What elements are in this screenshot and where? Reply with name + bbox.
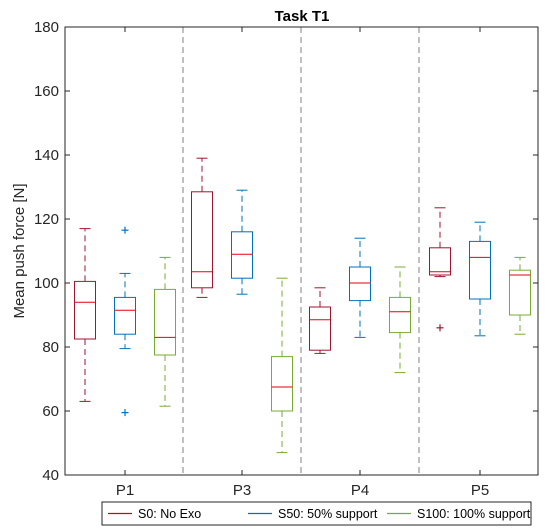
box-p1-series-1 xyxy=(74,228,96,402)
box-p1-series-3 xyxy=(154,256,176,407)
legend: S0: No Exo S50: 50% support S100: 100% sup… xyxy=(101,501,532,526)
outlier-marker-1 xyxy=(436,324,444,332)
legend-label: S100: 100% support xyxy=(417,507,531,521)
box-p3-series-2 xyxy=(231,189,253,295)
plot-frame xyxy=(64,26,539,476)
box-iqr xyxy=(154,288,176,356)
axes: 40 60 80 100 120 140 160 180 P1 P3 P4 P5 xyxy=(34,19,539,499)
legend-label: S0: No Exo xyxy=(138,507,201,521)
box-iqr xyxy=(191,191,213,289)
box-p5-series-3 xyxy=(509,256,531,335)
group-separators xyxy=(182,27,420,475)
legend-entry-1: S0: No Exo xyxy=(108,507,201,521)
box-iqr xyxy=(389,296,411,334)
box-iqr xyxy=(74,280,96,340)
y-tick-label-180: 180 xyxy=(34,19,59,36)
box-iqr xyxy=(309,306,331,351)
box-p5-series-2 xyxy=(469,221,491,337)
series-1 xyxy=(74,157,451,402)
y-tick-label-100: 100 xyxy=(34,275,59,292)
x-tick-label-p5: P5 xyxy=(471,482,489,499)
y-tick-label-60: 60 xyxy=(42,403,59,420)
y-axis-label: Mean push force [N] xyxy=(11,183,28,318)
y-tick-label-160: 160 xyxy=(34,83,59,100)
y-tick-label-120: 120 xyxy=(34,211,59,228)
legend-box xyxy=(101,501,532,526)
outlier-marker-1 xyxy=(121,226,129,234)
box-p5-series-1 xyxy=(429,207,451,332)
outlier-marker-2 xyxy=(121,409,129,417)
box-series xyxy=(74,157,531,454)
x-tick-label-p3: P3 xyxy=(233,482,251,499)
box-iqr xyxy=(429,247,451,276)
box-p4-series-3 xyxy=(389,266,411,374)
box-iqr xyxy=(231,231,253,279)
box-p1-series-2 xyxy=(114,226,136,417)
y-tick-label-80: 80 xyxy=(42,339,59,356)
legend-entry-2: S50: 50% support xyxy=(248,507,378,521)
box-iqr xyxy=(349,266,371,302)
y-tick-label-40: 40 xyxy=(42,467,59,484)
legend-entry-3: S100: 100% support xyxy=(387,507,531,521)
box-iqr xyxy=(509,269,531,316)
chart-title: Task T1 xyxy=(275,8,330,25)
box-p4-series-2 xyxy=(349,237,371,338)
box-p4-series-1 xyxy=(309,287,331,354)
legend-label: S50: 50% support xyxy=(278,507,378,521)
box-p3-series-3 xyxy=(271,277,293,454)
box-iqr xyxy=(114,296,136,335)
series-2 xyxy=(114,189,491,417)
box-iqr xyxy=(469,240,491,300)
box-p3-series-1 xyxy=(191,157,213,298)
x-tick-label-p4: P4 xyxy=(351,482,369,499)
x-tick-label-p1: P1 xyxy=(116,482,134,499)
y-tick-label-140: 140 xyxy=(34,147,59,164)
series-3 xyxy=(154,256,531,454)
box-iqr xyxy=(271,356,293,412)
